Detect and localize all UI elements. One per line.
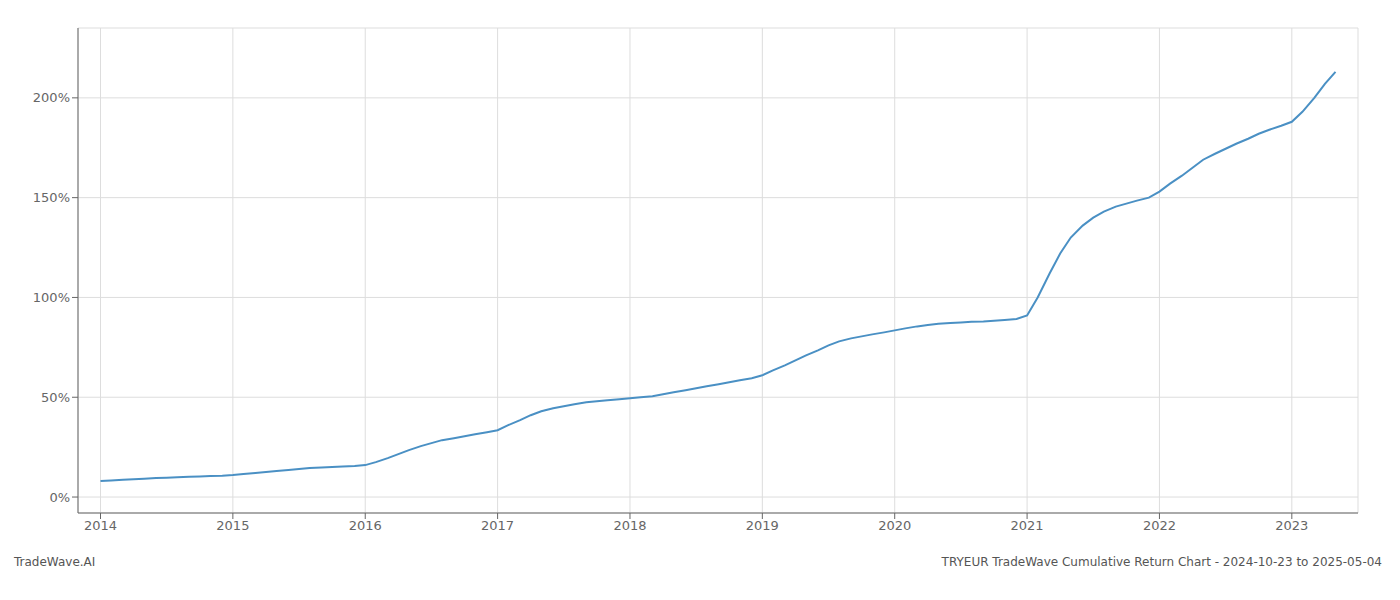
svg-text:100%: 100% <box>33 290 70 305</box>
html-text:TradeWave.AI: TradeWave.AI <box>14 555 96 569</box>
svg-text:2023: 2023 <box>1275 518 1308 533</box>
svg-text:2014: 2014 <box>84 518 117 533</box>
svg-text:2021: 2021 <box>1011 518 1044 533</box>
svg-text:200%: 200% <box>33 90 70 105</box>
html-text:TRYEUR TradeWave Cumulative Re: TRYEUR TradeWave Cumulative Return Chart… <box>941 555 1382 569</box>
svg-text:2017: 2017 <box>481 518 514 533</box>
svg-text:0%: 0% <box>49 490 70 505</box>
svg-text:150%: 150% <box>33 190 70 205</box>
svg-text:2019: 2019 <box>746 518 779 533</box>
svg-text:2018: 2018 <box>613 518 646 533</box>
svg-text:50%: 50% <box>41 390 70 405</box>
svg-text:2016: 2016 <box>349 518 382 533</box>
svg-text:2022: 2022 <box>1143 518 1176 533</box>
svg-text:2015: 2015 <box>216 518 249 533</box>
svg-text:2020: 2020 <box>878 518 911 533</box>
